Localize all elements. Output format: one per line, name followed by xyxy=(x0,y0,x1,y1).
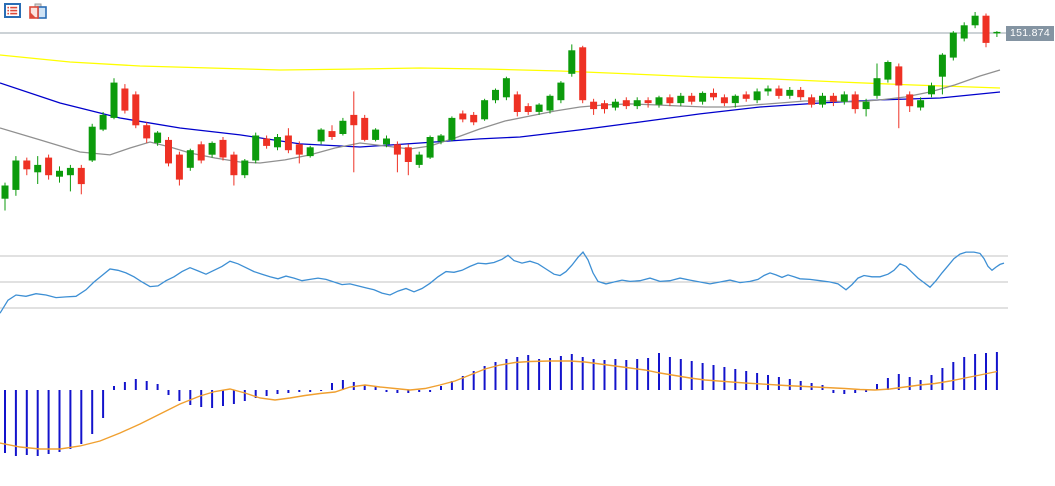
chart-toolbar xyxy=(2,2,48,19)
chart-windows-icon xyxy=(29,3,47,19)
market-watch-icon xyxy=(3,3,21,18)
price-label: 151.874 xyxy=(1006,26,1055,41)
ma-mid-blue xyxy=(0,82,1001,148)
signal-line xyxy=(0,360,998,450)
candlestick-series xyxy=(1,12,1001,211)
ma-fast-gray xyxy=(0,69,1001,164)
histogram-bars xyxy=(4,352,998,456)
oscillator-line xyxy=(0,251,1005,314)
chart-windows-button[interactable] xyxy=(28,2,48,19)
market-watch-button[interactable] xyxy=(2,2,22,19)
moving-average-lines xyxy=(0,54,1001,164)
oscillator-gridlines xyxy=(0,255,1008,309)
histogram-panel xyxy=(0,352,998,456)
main-price-panel xyxy=(0,12,1006,211)
ma-slow-yellow xyxy=(0,54,1001,89)
oscillator-panel xyxy=(0,251,1008,314)
